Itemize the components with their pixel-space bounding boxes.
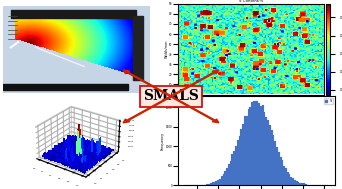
Bar — [276, 147, 278, 185]
Bar — [207, 184, 208, 185]
Bar — [224, 171, 226, 185]
Bar — [299, 183, 301, 185]
Bar — [226, 168, 228, 185]
Bar — [262, 105, 264, 185]
Bar — [251, 102, 253, 185]
Y-axis label: Frequency: Frequency — [160, 132, 164, 150]
X-axis label: Length/mm: Length/mm — [241, 105, 261, 109]
Bar — [267, 120, 269, 185]
Bar — [239, 136, 240, 185]
Bar — [296, 181, 298, 185]
Bar — [233, 151, 235, 185]
Bar — [278, 152, 280, 185]
Bar — [255, 101, 256, 185]
Bar — [292, 178, 294, 185]
Bar — [271, 129, 273, 185]
Polygon shape — [133, 16, 143, 80]
Bar — [210, 183, 212, 185]
Bar — [208, 184, 210, 185]
Bar — [217, 180, 219, 185]
Bar — [230, 161, 232, 185]
Bar — [305, 184, 306, 185]
Polygon shape — [11, 10, 136, 18]
Bar — [212, 183, 214, 185]
Bar — [260, 106, 262, 185]
Bar — [221, 176, 223, 185]
Bar — [228, 164, 230, 185]
Bar — [249, 107, 251, 185]
Bar — [265, 117, 267, 185]
Bar — [283, 166, 285, 185]
Bar — [289, 174, 290, 185]
Bar — [246, 116, 248, 185]
Legend: S: S — [324, 98, 333, 104]
Bar — [215, 181, 217, 185]
Bar — [240, 129, 242, 185]
Bar — [258, 103, 260, 185]
Bar — [280, 157, 281, 185]
Polygon shape — [3, 6, 150, 93]
Title: S Content/%: S Content/% — [239, 0, 263, 3]
Bar — [235, 146, 237, 185]
Bar — [294, 180, 296, 185]
Bar — [256, 101, 258, 185]
Bar — [214, 182, 215, 185]
Bar — [281, 160, 283, 185]
Bar — [298, 182, 299, 185]
Bar — [223, 174, 224, 185]
Bar — [285, 168, 287, 185]
Bar — [290, 177, 292, 185]
Bar — [273, 135, 274, 185]
Bar — [253, 101, 255, 185]
Bar — [301, 183, 303, 185]
Bar — [264, 112, 265, 185]
Bar — [232, 154, 233, 185]
Y-axis label: Width/mm: Width/mm — [165, 40, 169, 58]
Bar — [274, 141, 276, 185]
Bar — [303, 183, 305, 185]
Bar — [219, 179, 221, 185]
Bar — [237, 140, 239, 185]
Bar — [244, 116, 246, 185]
Polygon shape — [3, 84, 128, 90]
Text: SMALS: SMALS — [143, 89, 199, 103]
Bar — [287, 172, 289, 185]
Bar — [242, 124, 244, 185]
Bar — [248, 109, 249, 185]
Bar — [269, 125, 271, 185]
